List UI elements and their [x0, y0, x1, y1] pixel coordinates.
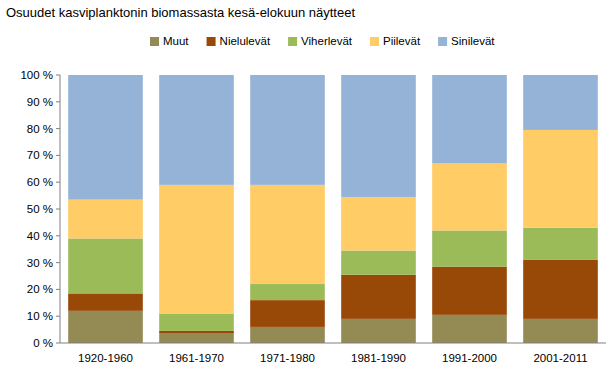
- bar-segment: [341, 275, 416, 319]
- legend-label: Piilevät: [383, 35, 421, 47]
- bar-segment: [432, 267, 507, 315]
- legend-swatch: [438, 37, 447, 46]
- y-tick: [56, 209, 60, 210]
- bar-segment: [523, 319, 598, 343]
- y-tick-label: 50 %: [27, 203, 53, 215]
- bar-segment: [341, 197, 416, 251]
- y-tick: [56, 289, 60, 290]
- bar-segment: [250, 185, 325, 284]
- bar-segment: [68, 75, 143, 200]
- bars: [68, 75, 598, 343]
- legend-swatch: [207, 37, 216, 46]
- legend-label: Sinilevät: [451, 35, 495, 47]
- bar-segment: [250, 327, 325, 343]
- bar-segment: [523, 228, 598, 260]
- title: Osuudet kasviplanktonin biomassasta kesä…: [6, 5, 355, 20]
- bar-segment: [341, 319, 416, 343]
- y-tick: [56, 155, 60, 156]
- legend-swatch: [150, 37, 159, 46]
- bar-segment: [68, 293, 143, 310]
- bar-segment: [341, 75, 416, 197]
- y-tick-label: 90 %: [27, 96, 53, 108]
- x-tick-label: 1971-1980: [260, 352, 315, 364]
- y-tick-label: 0 %: [33, 337, 53, 349]
- y-tick-label: 80 %: [27, 123, 53, 135]
- bar-segment: [68, 311, 143, 343]
- y-tick-label: 70 %: [27, 149, 53, 161]
- y-tick: [56, 128, 60, 129]
- bar-segment: [523, 75, 598, 130]
- y-tick: [56, 262, 60, 263]
- bar-segment: [523, 130, 598, 228]
- y-tick: [56, 343, 60, 344]
- bar-segment: [432, 75, 507, 163]
- y-tick-label: 10 %: [27, 310, 53, 322]
- y-tick: [56, 182, 60, 183]
- bar-segment: [159, 334, 234, 343]
- bar-segment: [250, 300, 325, 327]
- x-tick-label: 2001-2011: [533, 352, 587, 364]
- legend-label: Nielulevät: [220, 35, 271, 47]
- bar-segment: [432, 230, 507, 266]
- legend-swatch: [288, 37, 297, 46]
- legend-label: Muut: [163, 35, 189, 47]
- x-tick-label: 1991-2000: [442, 352, 497, 364]
- bar-segment: [159, 314, 234, 331]
- y-tick: [56, 75, 60, 76]
- bar-segment: [523, 260, 598, 319]
- bar-segment: [432, 315, 507, 343]
- bar-segment: [250, 75, 325, 185]
- legend-swatch: [370, 37, 379, 46]
- bar-segment: [250, 284, 325, 300]
- x-tick-label: 1981-1990: [351, 352, 406, 364]
- x-axis: [60, 343, 606, 344]
- bar-segment: [432, 163, 507, 230]
- bar-segment: [341, 251, 416, 275]
- y-tick-label: 20 %: [27, 283, 53, 295]
- bar-segment: [159, 75, 234, 185]
- y-tick-label: 60 %: [27, 176, 53, 188]
- chart: Osuudet kasviplanktonin biomassasta kesä…: [0, 0, 614, 378]
- x-tick-label: 1961-1970: [169, 352, 224, 364]
- y-tick: [56, 316, 60, 317]
- x-tick-label: 1920-1960: [78, 352, 133, 364]
- bar-segment: [68, 200, 143, 239]
- bar-segment: [159, 331, 234, 334]
- bar-segment: [159, 185, 234, 314]
- y-tick: [56, 235, 60, 236]
- bar-segment: [68, 238, 143, 293]
- legend-label: Viherlevät: [301, 35, 353, 47]
- y-tick: [56, 101, 60, 102]
- y-tick-label: 40 %: [27, 230, 53, 242]
- y-tick-label: 100 %: [20, 69, 53, 81]
- y-tick-label: 30 %: [27, 257, 53, 269]
